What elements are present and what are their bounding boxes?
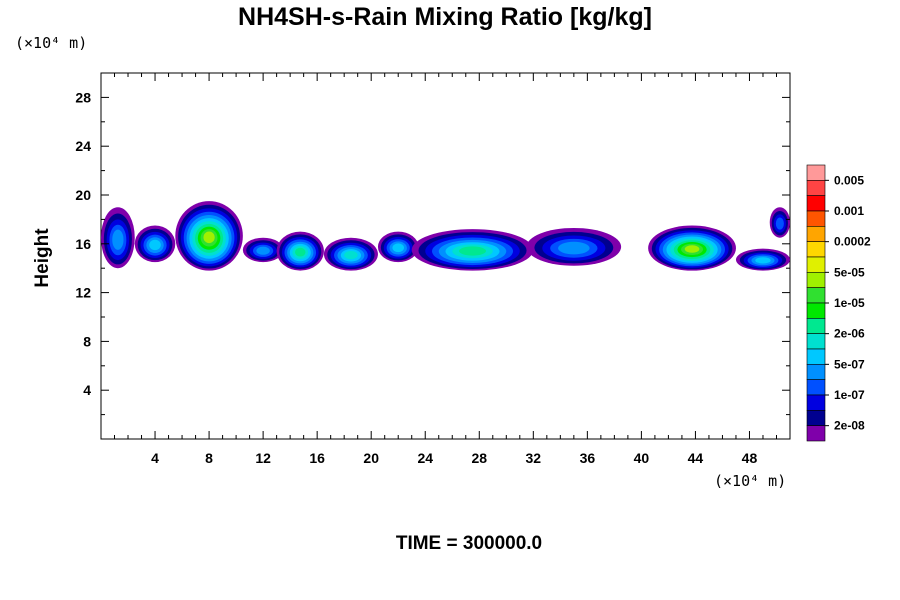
colorbar-label: 1e-05 bbox=[834, 296, 865, 310]
y-tick-label: 12 bbox=[75, 285, 91, 301]
y-ticks: 4 8 12 16 20 24 28 bbox=[75, 89, 790, 416]
x-tick-label: 40 bbox=[634, 450, 650, 466]
colorbar-swatch bbox=[806, 287, 826, 304]
time-label: TIME = 300000.0 bbox=[396, 533, 542, 554]
colorbar-label: 5e-07 bbox=[834, 357, 865, 371]
contour-layer bbox=[101, 201, 790, 271]
x-tick-label: 8 bbox=[205, 450, 213, 466]
colorbar-swatch bbox=[806, 241, 826, 258]
contour-band bbox=[149, 239, 161, 251]
colorbar-label: 5e-05 bbox=[834, 265, 865, 279]
contour-band bbox=[392, 243, 405, 253]
colorbar-swatch bbox=[806, 364, 826, 380]
x-ticks: 4 8 12 16 20 24 28 32 36 40 44 48 bbox=[114, 73, 777, 466]
contour-band bbox=[684, 245, 700, 253]
y-tick-label: 24 bbox=[75, 138, 91, 154]
colorbar-legend: 0.005 0.001 0.0002 5e-05 1e-05 2e-06 5e-07 1e-0… bbox=[806, 164, 871, 442]
contour-band bbox=[755, 257, 771, 264]
y-axis-label: Height bbox=[32, 228, 53, 288]
colorbar-swatch bbox=[806, 318, 826, 334]
contour-band bbox=[112, 229, 124, 250]
contour-band bbox=[295, 247, 306, 257]
x-tick-label: 44 bbox=[688, 450, 704, 466]
colorbar-swatch bbox=[806, 333, 826, 350]
colorbar-swatch bbox=[806, 164, 826, 181]
contour-band bbox=[344, 250, 358, 260]
colorbar-swatch bbox=[806, 394, 826, 411]
x-tick-label: 24 bbox=[417, 450, 433, 466]
contour-band bbox=[558, 241, 590, 255]
colorbar-swatch bbox=[806, 226, 826, 242]
y-unit-label: (×10⁴ m) bbox=[15, 34, 87, 52]
x-unit-label: (×10⁴ m) bbox=[714, 472, 786, 490]
x-tick-label: 4 bbox=[151, 450, 159, 466]
contour-band bbox=[256, 246, 270, 255]
colorbar-swatch bbox=[806, 180, 826, 196]
colorbar-label: 1e-07 bbox=[834, 388, 865, 402]
x-tick-label: 32 bbox=[526, 450, 542, 466]
colorbar-label: 0.0002 bbox=[834, 235, 871, 249]
colorbar-label: 0.001 bbox=[834, 204, 864, 218]
x-tick-label: 48 bbox=[742, 450, 758, 466]
chart-title: NH4SH-s-Rain Mixing Ratio [kg/kg] bbox=[238, 3, 652, 31]
x-tick-label: 16 bbox=[309, 450, 325, 466]
x-tick-label: 28 bbox=[471, 450, 487, 466]
colorbar-swatch bbox=[806, 195, 826, 212]
y-tick-label: 4 bbox=[83, 382, 91, 398]
x-tick-label: 36 bbox=[580, 450, 596, 466]
colorbar-swatch bbox=[806, 302, 826, 319]
x-tick-label: 20 bbox=[363, 450, 379, 466]
colorbar-swatch bbox=[806, 379, 826, 396]
colorbar-swatch bbox=[806, 272, 826, 288]
y-tick-label: 8 bbox=[83, 333, 91, 349]
y-tick-label: 28 bbox=[75, 89, 91, 105]
y-tick-label: 20 bbox=[75, 187, 91, 203]
contour-fills bbox=[101, 201, 790, 271]
colorbar-swatch bbox=[806, 210, 826, 227]
colorbar-swatch bbox=[806, 410, 826, 426]
colorbar-swatch bbox=[806, 256, 826, 273]
colorbar-swatch bbox=[806, 425, 826, 442]
contour-band bbox=[203, 231, 215, 244]
colorbar-label: 0.005 bbox=[834, 173, 864, 187]
x-tick-label: 12 bbox=[255, 450, 271, 466]
colorbar-label: 2e-08 bbox=[834, 419, 865, 433]
y-tick-label: 16 bbox=[75, 236, 91, 252]
colorbar-swatch bbox=[806, 348, 826, 365]
contour-band bbox=[775, 217, 784, 230]
contour-band bbox=[459, 246, 487, 256]
colorbar-label: 2e-06 bbox=[834, 327, 865, 341]
